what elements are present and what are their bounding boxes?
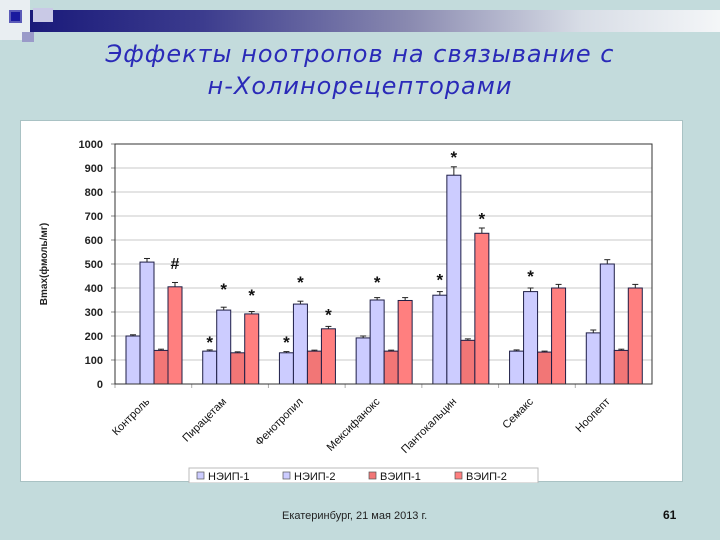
x-category-label: Пирацетам xyxy=(180,396,229,445)
x-category-label: Контроль xyxy=(110,396,152,438)
hash-marker: # xyxy=(171,256,180,273)
bar xyxy=(355,337,371,385)
y-tick-label: 600 xyxy=(85,235,103,247)
x-category-label: Семакс xyxy=(500,396,536,432)
y-tick-label: 200 xyxy=(85,331,103,343)
bar xyxy=(320,328,336,385)
x-category-label: Мексифанокс xyxy=(325,396,383,454)
decor-square-bullet xyxy=(9,10,22,23)
bar xyxy=(139,261,155,385)
legend-swatch xyxy=(282,471,291,480)
significance-star: * xyxy=(374,273,381,292)
significance-star: * xyxy=(325,305,332,324)
significance-star: * xyxy=(437,271,444,290)
legend-label: НЭИП-2 xyxy=(294,471,335,483)
header-gradient-bar xyxy=(30,10,720,32)
bar xyxy=(551,287,567,385)
legend xyxy=(188,467,539,483)
y-tick-label: 800 xyxy=(85,187,103,199)
bar xyxy=(125,335,141,385)
page-number: 61 xyxy=(663,508,677,522)
plot-frame xyxy=(114,143,653,385)
legend-swatch xyxy=(454,471,463,480)
bar xyxy=(509,350,525,385)
bar xyxy=(369,299,385,385)
bar xyxy=(599,263,615,385)
significance-star: * xyxy=(479,209,486,228)
y-tick-label: 400 xyxy=(85,283,103,295)
x-category-label: Фенотропил xyxy=(253,396,305,448)
bar xyxy=(523,291,539,385)
bar xyxy=(474,232,490,385)
significance-star: * xyxy=(297,273,304,292)
bar xyxy=(627,287,643,385)
footer-text: Екатеринбург, 21 мая 2013 г. xyxy=(282,510,428,522)
bar xyxy=(167,286,183,385)
bar xyxy=(432,294,448,385)
bar xyxy=(397,299,413,385)
bar xyxy=(585,332,601,385)
slide-title-line1: Эффекты ноотропов на связывание с xyxy=(105,40,615,68)
x-category-label: Ноопепт xyxy=(574,396,613,435)
bar xyxy=(446,174,462,385)
slide-title-line2: н-Холинорецепторами xyxy=(207,72,513,100)
bar-chart: 0 100 200 300 400 500 600 700 800 900 1000 Bmax(фмо… xyxy=(38,139,653,483)
bar xyxy=(306,350,322,385)
bar xyxy=(244,313,260,385)
significance-star: * xyxy=(220,280,227,299)
bar xyxy=(460,339,476,385)
significance-star: * xyxy=(283,333,290,352)
legend-label: ВЭИП-2 xyxy=(466,471,507,483)
decor-square-lavender xyxy=(33,8,53,22)
y-tick-label: 300 xyxy=(85,307,103,319)
bar xyxy=(292,303,308,385)
y-tick-label: 0 xyxy=(97,379,103,391)
bar xyxy=(383,350,399,385)
x-category-label: Пантокальцин xyxy=(399,396,459,456)
significance-star: * xyxy=(248,286,255,305)
bar xyxy=(216,309,232,385)
y-axis-label: Bmax(фмоль/мг) xyxy=(38,223,50,305)
y-tick-label: 100 xyxy=(85,355,103,367)
bar xyxy=(230,352,246,385)
y-tick-label: 900 xyxy=(85,163,103,175)
legend-swatch xyxy=(368,471,377,480)
significance-star: * xyxy=(451,148,458,167)
bar xyxy=(613,349,629,385)
decor-square-small xyxy=(22,32,34,42)
legend-label: НЭИП-1 xyxy=(208,471,249,483)
bar xyxy=(537,351,553,385)
y-tick-label: 500 xyxy=(85,259,103,271)
y-tick-label: 1000 xyxy=(79,139,103,151)
legend-label: ВЭИП-1 xyxy=(380,471,421,483)
slide-title: Эффекты ноотропов на связывание с н-Холи… xyxy=(60,38,660,102)
bar xyxy=(278,352,294,385)
significance-star: * xyxy=(206,333,213,352)
bar xyxy=(153,349,169,385)
chart-panel: 0 100 200 300 400 500 600 700 800 900 1000 Bmax(фмо… xyxy=(20,120,683,483)
bar xyxy=(202,350,218,385)
significance-star: * xyxy=(527,267,534,286)
legend-swatch xyxy=(196,471,205,480)
y-tick-label: 700 xyxy=(85,211,103,223)
